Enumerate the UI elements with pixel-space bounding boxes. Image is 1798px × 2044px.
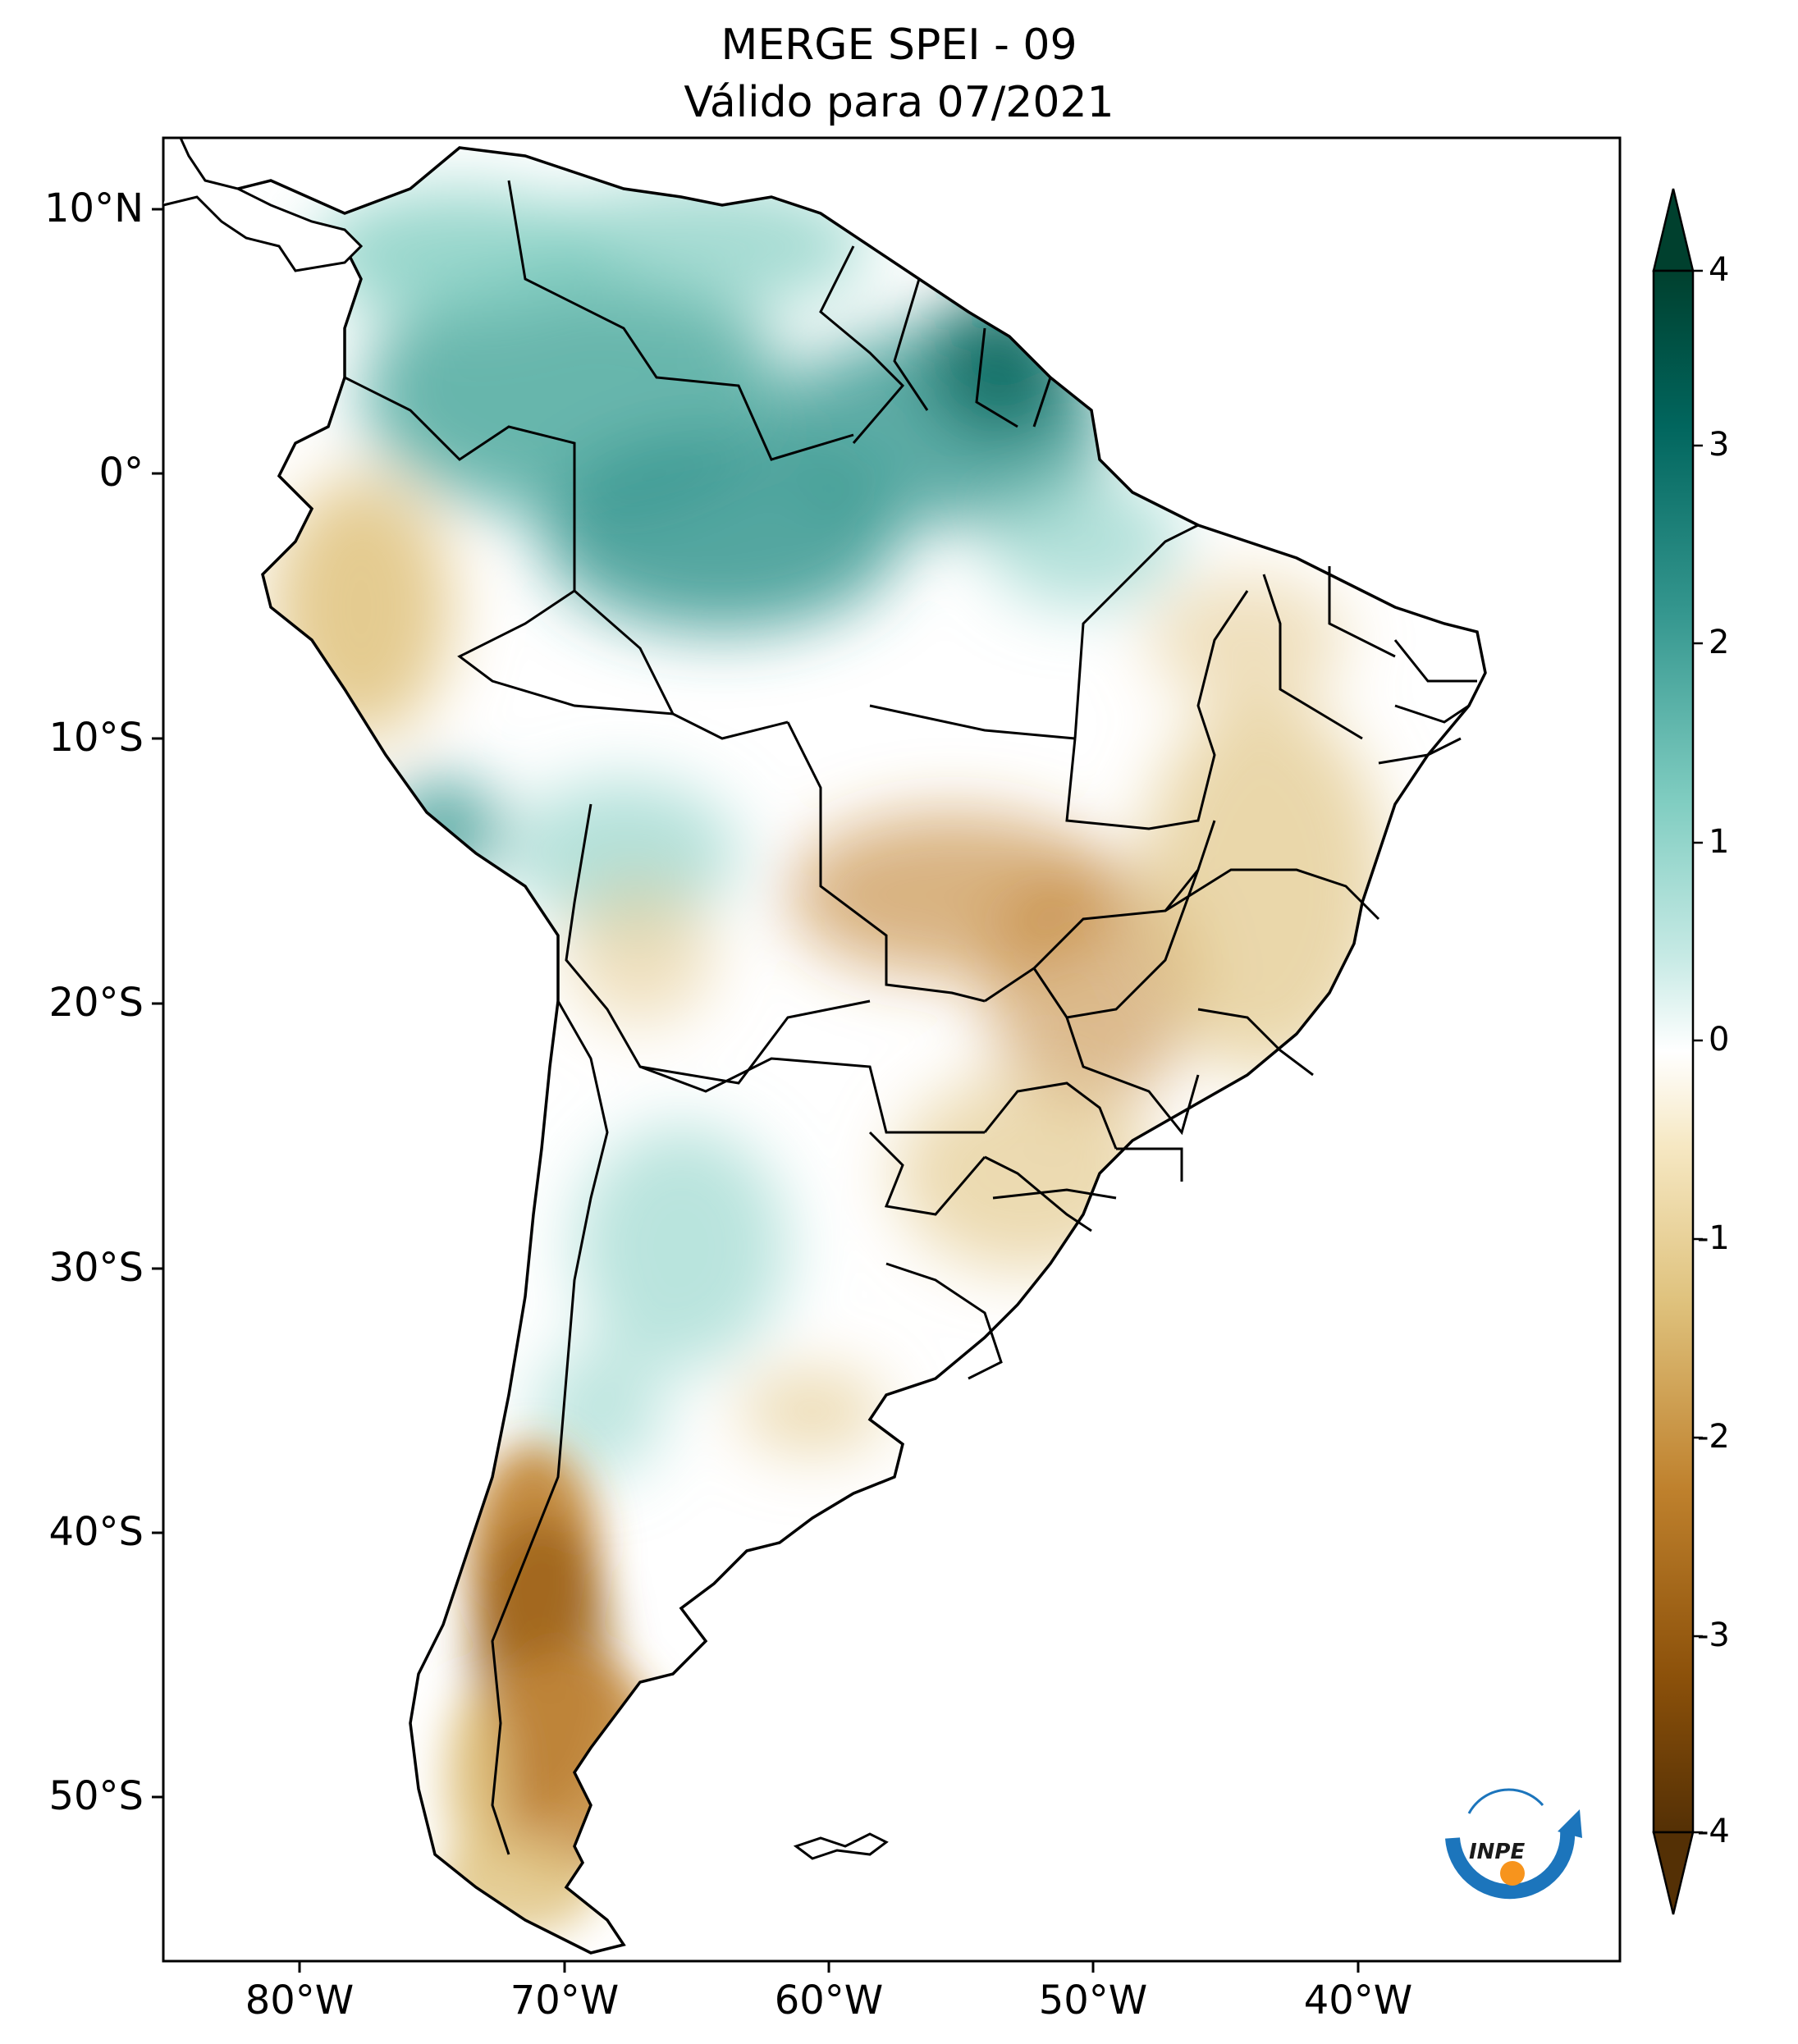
- falkland-islands: [793, 1832, 889, 1860]
- inpe-logo: INPE: [1445, 1788, 1582, 1900]
- colorbar-tick-label: -3: [1697, 1616, 1730, 1654]
- lat-tick-label: 10°S: [48, 715, 144, 761]
- logo-sun-icon: [1500, 1861, 1525, 1886]
- colorbar-top-extend: [1652, 188, 1695, 272]
- colorbar-tick-label: -4: [1697, 1813, 1730, 1850]
- colorbar-tick-label: 3: [1709, 426, 1730, 464]
- lat-tick-label: 40°S: [48, 1509, 144, 1555]
- lon-tick-label: 60°W: [774, 1978, 884, 2023]
- logo-arrow-icon: [1558, 1809, 1582, 1838]
- map-title-line1: MERGE SPEI - 09: [721, 21, 1077, 70]
- lon-tick-label: 80°W: [245, 1978, 355, 2023]
- axis-ticks: [152, 208, 1360, 1973]
- logo-orbit-icon: [1467, 1788, 1544, 1814]
- map-title-line2: Válido para 07/2021: [684, 78, 1114, 127]
- lat-tick-label: 50°S: [48, 1773, 144, 1819]
- colorbar-tick-label: 2: [1709, 624, 1730, 661]
- lon-tick-label: 70°W: [510, 1978, 620, 2023]
- lon-tick-label: 50°W: [1038, 1978, 1148, 2023]
- colorbar: [1652, 188, 1703, 1915]
- colorbar-tick-label: -1: [1697, 1219, 1730, 1257]
- colorbar-tick-label: 0: [1709, 1021, 1730, 1059]
- country-borders: [344, 180, 1477, 1855]
- logo-text: INPE: [1469, 1840, 1525, 1864]
- colorbar-tick-label: 4: [1709, 251, 1730, 289]
- lat-tick-label: 0°: [98, 450, 144, 496]
- colorbar-body: [1652, 269, 1695, 1834]
- colorbar-tick-label: 1: [1709, 823, 1730, 861]
- lat-tick-label: 10°N: [44, 185, 144, 231]
- logo-arc-icon: [1445, 1829, 1576, 1900]
- lon-tick-label: 40°W: [1303, 1978, 1413, 2023]
- lat-tick-label: 20°S: [48, 980, 144, 1026]
- colorbar-tick-label: -2: [1697, 1418, 1730, 1456]
- spei-field: [271, 181, 1387, 1937]
- central-america: [162, 137, 364, 272]
- colorbar-bottom-extend: [1652, 1831, 1695, 1915]
- lat-tick-label: 30°S: [48, 1245, 144, 1291]
